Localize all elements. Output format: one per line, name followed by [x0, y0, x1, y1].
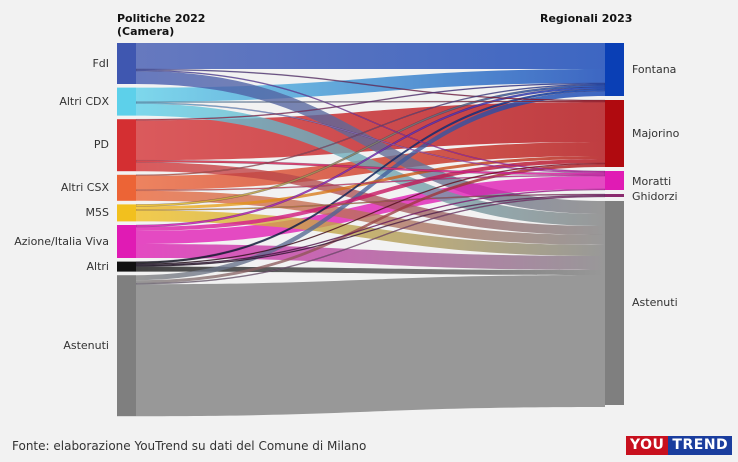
label-right-majorino: Majorino [632, 126, 680, 140]
logo-you: YOU [626, 436, 669, 455]
logo-trend: TREND [668, 436, 733, 455]
right-column-title: Regionali 2023 [540, 12, 633, 25]
node-left-fdi [117, 43, 136, 84]
label-right-ghidorzi: Ghidorzi [632, 190, 678, 203]
flow-altri-csx-to-astenuti [136, 190, 605, 245]
label-left-altri-cdx: Altri CDX [59, 94, 109, 108]
flow-astenuti-to-fontana [136, 91, 605, 281]
label-right-fontana: Fontana [632, 62, 677, 76]
node-left-azione-italia-viva [117, 225, 136, 258]
node-right-ghidorzi [605, 194, 624, 197]
label-right-moratti: Moratti [632, 175, 672, 188]
flow-altri-cdx-to-astenuti [136, 103, 605, 226]
label-right-astenuti: Astenuti [632, 296, 678, 309]
flow-azione-italia-viva-to-moratti [136, 176, 605, 244]
source-note: Fonte: elaborazione YouTrend su dati del… [12, 439, 367, 453]
node-right-majorino [605, 100, 624, 167]
node-right-astenuti [605, 201, 624, 405]
flow-pd-to-majorino [136, 102, 605, 161]
node-right-moratti [605, 171, 624, 190]
label-left-pd: PD [93, 138, 109, 152]
flow-astenuti-to-astenuti [136, 275, 605, 417]
flow-fdi-to-fontana [136, 43, 605, 69]
flow-astenuti-to-majorino [136, 164, 605, 284]
node-left-pd [117, 119, 136, 172]
sankey-nodes [117, 43, 624, 417]
youtrend-logo: YOU TREND [626, 436, 733, 455]
node-left-m5s [117, 204, 136, 222]
node-left-altri [117, 261, 136, 272]
label-left-altri: Altri [86, 259, 109, 273]
label-left-fdi: FdI [92, 56, 109, 70]
label-left-altri-csx: Altri CSX [60, 180, 109, 194]
node-left-altri-cdx [117, 87, 136, 116]
label-left-azione-italia-viva: Azione/Italia Viva [14, 234, 109, 248]
node-left-altri-csx [117, 174, 136, 201]
node-right-fontana [605, 43, 624, 96]
node-left-astenuti [117, 275, 136, 417]
flow-fdi-to-astenuti [136, 71, 605, 214]
flow-azione-italia-viva-to-majorino [136, 159, 605, 231]
flow-pd-to-astenuti [136, 162, 605, 235]
left-column-title: Politiche 2022 (Camera) [117, 12, 205, 38]
label-left-m5s: M5S [85, 205, 109, 219]
flow-azione-italia-viva-to-astenuti [136, 244, 605, 270]
sankey-flows [135, 43, 606, 417]
left-title-line2: (Camera) [117, 25, 175, 38]
left-title-line1: Politiche 2022 [117, 12, 206, 25]
label-left-astenuti: Astenuti [63, 338, 109, 352]
